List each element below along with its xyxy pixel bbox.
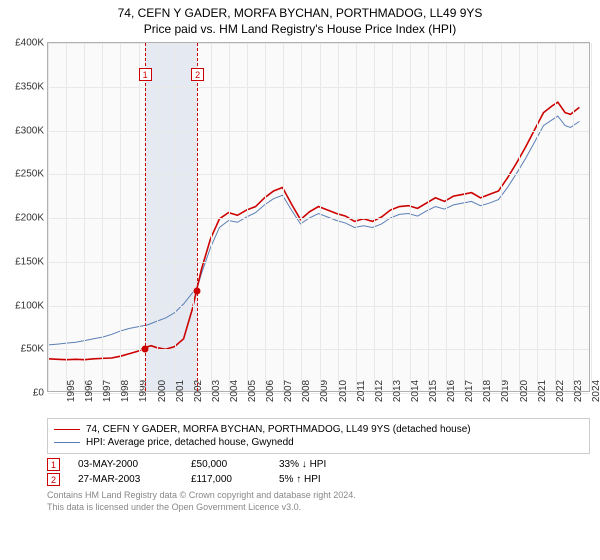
legend-item: HPI: Average price, detached house, Gwyn… [54,436,583,449]
grid-line-v [157,43,158,391]
grid-line-v [555,43,556,391]
grid-line-v [392,43,393,391]
grid-line-v [139,43,140,391]
legend: 74, CEFN Y GADER, MORFA BYCHAN, PORTHMAD… [47,418,590,454]
grid-line-h [48,218,589,219]
sale-marker-box: 2 [191,68,204,81]
line-layer [48,43,589,391]
grid-line-v [464,43,465,391]
grid-line-h [48,262,589,263]
sales-table: 1 03-MAY-2000 £50,000 33% ↓ HPI 2 27-MAR-2003… [0,458,600,486]
chart-area: £0£50K£100K£150K£200K£250K£300K£350K£400… [47,42,590,412]
grid-line-v [66,43,67,391]
sale-price: £50,000 [191,459,261,470]
grid-line-v [265,43,266,391]
y-axis-label: £200K [15,213,48,224]
grid-line-v [573,43,574,391]
y-axis-label: £400K [15,38,48,49]
grid-line-v [374,43,375,391]
x-axis-label: 2025 [591,380,600,402]
sale-dash-line [197,43,198,391]
grid-line-v [84,43,85,391]
grid-line-v [175,43,176,391]
grid-line-v [410,43,411,391]
y-axis-label: £250K [15,169,48,180]
grid-line-v [338,43,339,391]
sale-delta: 5% ↑ HPI [279,474,321,485]
sale-point [194,287,201,294]
y-axis-label: £50K [21,344,48,355]
grid-line-v [446,43,447,391]
sale-row-marker: 2 [47,473,60,486]
grid-line-v [120,43,121,391]
legend-label: 74, CEFN Y GADER, MORFA BYCHAN, PORTHMAD… [86,424,471,435]
grid-line-v [102,43,103,391]
grid-line-v [501,43,502,391]
y-axis-label: £100K [15,300,48,311]
sale-price: £117,000 [191,474,261,485]
grid-line-h [48,43,589,44]
sale-date: 27-MAR-2003 [78,474,173,485]
grid-line-v [428,43,429,391]
grid-line-v [48,43,49,391]
footer-line-2: This data is licensed under the Open Gov… [47,502,590,514]
sale-dash-line [145,43,146,391]
grid-line-v [320,43,321,391]
grid-line-v [211,43,212,391]
grid-line-h [48,87,589,88]
sale-marker-box: 1 [139,68,152,81]
y-axis-label: £150K [15,256,48,267]
legend-item: 74, CEFN Y GADER, MORFA BYCHAN, PORTHMAD… [54,423,583,436]
sale-delta: 33% ↓ HPI [279,459,326,470]
chart-title: 74, CEFN Y GADER, MORFA BYCHAN, PORTHMAD… [0,0,600,20]
sale-point [141,346,148,353]
y-axis-label: £0 [33,388,48,399]
grid-line-v [356,43,357,391]
grid-line-h [48,131,589,132]
grid-line-v [591,43,592,391]
grid-line-h [48,349,589,350]
footer-attribution: Contains HM Land Registry data © Crown c… [47,490,590,513]
sale-date: 03-MAY-2000 [78,459,173,470]
chart-subtitle: Price paid vs. HM Land Registry's House … [0,20,600,42]
grid-line-v [301,43,302,391]
y-axis-label: £300K [15,125,48,136]
grid-line-v [229,43,230,391]
y-axis-label: £350K [15,81,48,92]
footer-line-1: Contains HM Land Registry data © Crown c… [47,490,590,502]
grid-line-h [48,174,589,175]
grid-line-v [193,43,194,391]
grid-line-v [283,43,284,391]
sale-row-marker: 1 [47,458,60,471]
grid-line-v [482,43,483,391]
sale-row: 2 27-MAR-2003 £117,000 5% ↑ HPI [47,473,590,486]
sale-row: 1 03-MAY-2000 £50,000 33% ↓ HPI [47,458,590,471]
chart-container: 74, CEFN Y GADER, MORFA BYCHAN, PORTHMAD… [0,0,600,560]
legend-label: HPI: Average price, detached house, Gwyn… [86,437,294,448]
plot-region: £0£50K£100K£150K£200K£250K£300K£350K£400… [47,42,590,392]
legend-swatch [54,442,80,443]
grid-line-v [519,43,520,391]
grid-line-v [247,43,248,391]
grid-line-h [48,306,589,307]
legend-swatch [54,429,80,430]
grid-line-v [537,43,538,391]
